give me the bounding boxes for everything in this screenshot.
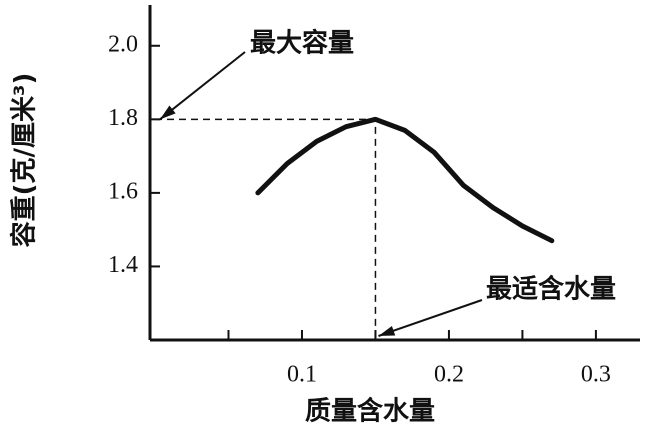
y-tick-label: 1.8 xyxy=(108,105,138,131)
arrow-head xyxy=(160,105,176,120)
x-tick-label: 0.3 xyxy=(581,362,611,388)
y-tick-label: 2.0 xyxy=(108,31,138,57)
annotation-arrow xyxy=(378,299,483,337)
x-tick-label: 0.1 xyxy=(287,362,317,388)
x-axis-label: 质量含水量 xyxy=(305,396,435,427)
annotation: 最适含水量 xyxy=(486,274,616,305)
arrow-head xyxy=(378,326,396,336)
y-axis-label: 容重(克/厘米³) xyxy=(9,73,40,248)
annotation: 最大容量 xyxy=(250,28,354,59)
annotation-arrow xyxy=(159,51,246,121)
x-tick-label: 0.2 xyxy=(434,362,464,388)
y-tick-label: 1.4 xyxy=(108,252,138,278)
reference-lines xyxy=(155,118,377,340)
y-tick-label: 1.6 xyxy=(108,178,138,204)
curve xyxy=(255,116,555,244)
